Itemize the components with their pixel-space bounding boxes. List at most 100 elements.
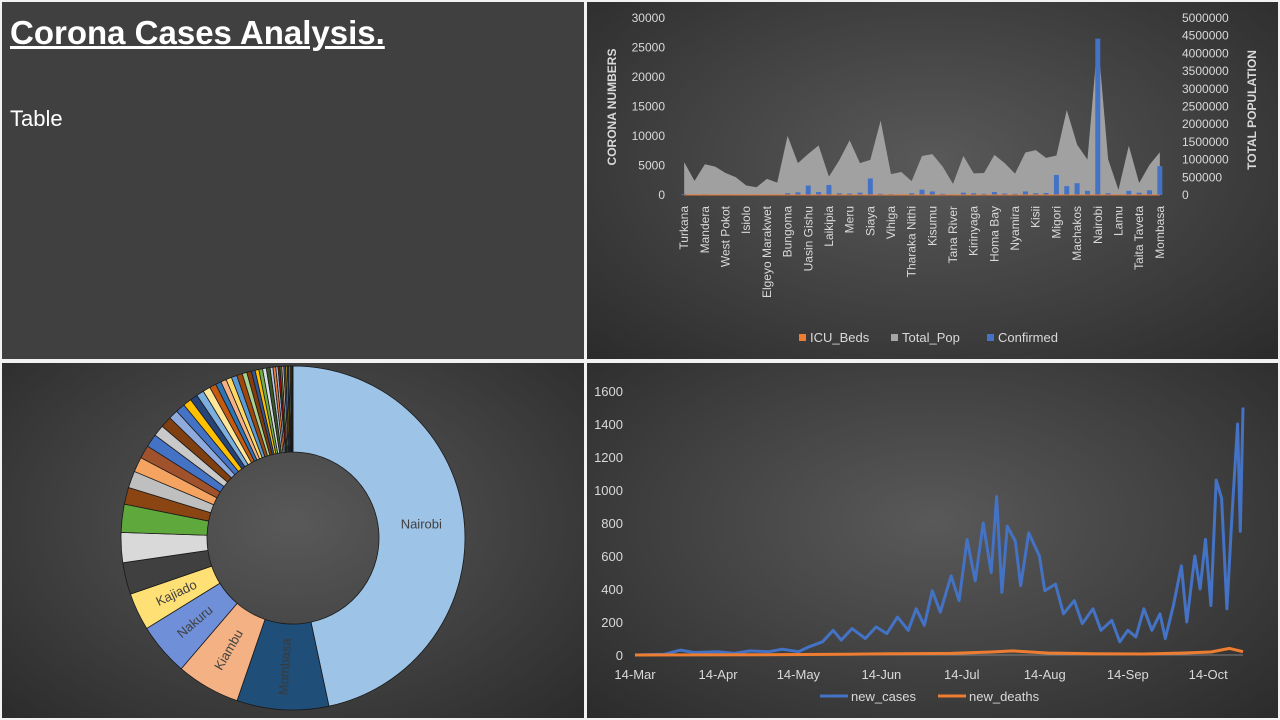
legend-label: new_deaths	[969, 689, 1040, 704]
bar-confirmed	[1033, 193, 1039, 195]
y-tick-label: 1000	[594, 483, 623, 498]
y-tick-label: 20000	[632, 70, 666, 84]
series-area-total-pop	[684, 39, 1160, 196]
x-tick-label: Mombasa	[1153, 206, 1167, 259]
x-tick-label: Bungoma	[781, 206, 795, 258]
x-tick-label: Kisii	[1029, 206, 1043, 228]
x-tick-label: Laikipia	[822, 206, 836, 247]
x-tick-label: Meru	[843, 206, 857, 233]
y-tick-label: 1200	[594, 450, 623, 465]
bar-confirmed	[1146, 190, 1152, 195]
bar-confirmed	[1064, 186, 1070, 195]
area-chart: 0 5000 10000 15000 20000 25000 30000 0 500000 100…	[605, 11, 1259, 345]
bar-confirmed	[1084, 190, 1090, 195]
y2-tick-label: 2000000	[1182, 117, 1229, 131]
bar-confirmed	[929, 191, 935, 195]
y2-tick-label: 0	[1182, 188, 1189, 202]
donut-slice	[291, 365, 294, 453]
x-tick-label: Mandera	[698, 206, 712, 254]
x-tick-label: Taita Taveta	[1132, 206, 1146, 270]
y-tick-label: 10000	[632, 129, 666, 143]
x-tick-label: West Pokot	[719, 205, 733, 267]
bar-confirmed	[971, 193, 977, 195]
y2-axis-label: TOTAL POPULATION	[1245, 50, 1259, 170]
x-tick-label: 14-Mar	[614, 667, 656, 682]
y-tick-label: 600	[601, 549, 623, 564]
x-tick-label: Machakos	[1070, 206, 1084, 261]
x-tick-label: Elgeyo Marakwet	[760, 205, 774, 298]
x-tick-label: 14-May	[777, 667, 821, 682]
x-tick-label: Nairobi	[1091, 206, 1105, 244]
bar-confirmed	[1012, 193, 1018, 195]
y-tick-label: 25000	[632, 41, 666, 55]
y-tick-label: 200	[601, 615, 623, 630]
y-axis-label: CORONA NUMBERS	[605, 49, 619, 166]
bar-confirmed	[785, 193, 791, 195]
bar-confirmed	[1043, 192, 1049, 195]
y-tick-label: 0	[658, 188, 665, 202]
bar-confirmed	[1105, 193, 1111, 195]
bar-confirmed	[826, 184, 832, 195]
bar-confirmed	[940, 193, 946, 195]
x-tick-label: Tharaka Nithi	[905, 206, 919, 277]
y-tick-label: 1400	[594, 417, 623, 432]
y-tick-label: 15000	[632, 100, 666, 114]
title-panel: Corona Cases Analysis. Table	[2, 2, 584, 359]
x-tick-label: Kirinyaga	[967, 206, 981, 256]
x-tick-label: Siaya	[863, 206, 877, 236]
x-tick-label: 14-Aug	[1024, 667, 1066, 682]
legend-swatch	[799, 334, 806, 341]
bar-confirmed	[1053, 174, 1059, 195]
bar-confirmed	[857, 192, 863, 195]
legend-label: ICU_Beds	[810, 330, 870, 345]
x-tick-label: 14-Apr	[699, 667, 739, 682]
bar-confirmed	[1002, 193, 1008, 195]
y-tick-label: 0	[616, 648, 623, 663]
legend-label: new_cases	[851, 689, 917, 704]
y-tick-label: 1600	[594, 384, 623, 399]
bar-confirmed	[1022, 191, 1028, 195]
y2-tick-label: 500000	[1182, 170, 1222, 184]
x-tick-label: Kisumu	[925, 206, 939, 246]
bar-confirmed	[836, 193, 842, 195]
x-tick-label: 14-Jun	[862, 667, 902, 682]
page-title: Corona Cases Analysis.	[10, 14, 385, 51]
bar-confirmed	[1136, 192, 1142, 195]
x-tick-label: Nyamira	[1008, 206, 1022, 251]
bar-confirmed	[1095, 38, 1101, 196]
slice-label: Mombasa	[276, 637, 294, 696]
slice-label: Nairobi	[401, 516, 442, 531]
x-tick-label: Vihiga	[884, 206, 898, 239]
bar-confirmed	[1157, 166, 1163, 195]
x-tick-label: 14-Oct	[1189, 667, 1228, 682]
y-tick-label: 30000	[632, 11, 666, 25]
bar-confirmed	[805, 185, 811, 195]
legend-swatch	[891, 334, 898, 341]
series-line-new-cases	[634, 407, 1245, 657]
bar-confirmed	[981, 193, 987, 195]
line-chart-panel: 0 200 400 600 800 1000 1200 1400 1600 14-Mar 14-Ap…	[587, 363, 1278, 718]
y2-tick-label: 3500000	[1182, 64, 1229, 78]
area-chart-panel: 0 5000 10000 15000 20000 25000 30000 0 500000 100…	[587, 2, 1278, 359]
x-tick-label: Homa Bay	[987, 206, 1001, 262]
x-tick-label: Lamu	[1111, 206, 1125, 236]
legend-swatch	[987, 334, 994, 341]
y2-tick-label: 4500000	[1182, 29, 1229, 43]
donut-slice	[292, 365, 466, 707]
y2-tick-label: 5000000	[1182, 11, 1229, 25]
bar-confirmed	[1074, 183, 1080, 195]
bar-confirmed	[867, 178, 873, 195]
x-tick-label: Isiolo	[739, 206, 753, 234]
donut-chart-panel: Nairobi Mombasa Kiambu Nakuru Kajiado	[2, 363, 584, 718]
bar-confirmed	[909, 193, 915, 195]
bar-confirmed	[795, 192, 801, 195]
x-tick-label: 14-Jul	[944, 667, 980, 682]
bar-confirmed	[878, 193, 884, 195]
y-tick-label: 5000	[638, 159, 665, 173]
bar-confirmed	[991, 192, 997, 195]
bar-confirmed	[847, 193, 853, 195]
y2-tick-label: 1500000	[1182, 135, 1229, 149]
y-tick-label: 400	[601, 582, 623, 597]
bar-confirmed	[1126, 190, 1132, 195]
